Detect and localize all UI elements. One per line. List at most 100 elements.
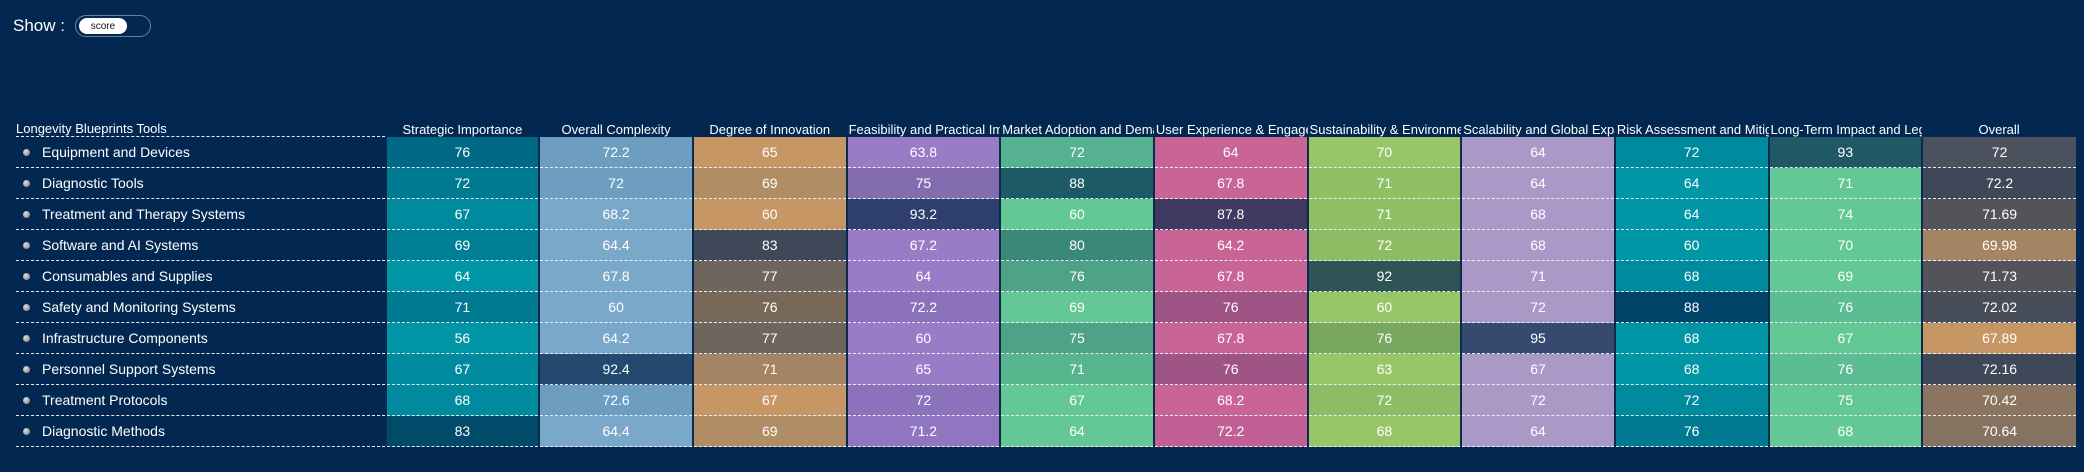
column-header[interactable]: Feasibility and Practical Implementation xyxy=(848,121,1001,137)
score-cell: 75 xyxy=(845,167,1001,199)
score-cell: 72.16 xyxy=(1921,353,2076,385)
table-row: Safety and Monitoring Systems 71 60 76 72.2 6… xyxy=(16,291,2076,323)
score-cell: 93.2 xyxy=(845,198,1001,230)
column-header[interactable]: Strategic Importance xyxy=(402,121,523,137)
score-cell: 92 xyxy=(1306,260,1462,292)
score-cell: 67.8 xyxy=(1152,322,1308,354)
score-cell: 71 xyxy=(1306,198,1462,230)
score-cell: 72 xyxy=(1613,136,1769,168)
score-cell: 72.2 xyxy=(1921,167,2076,199)
show-label: Show : xyxy=(13,16,65,35)
column-header[interactable]: Market Adoption and Demand xyxy=(1002,121,1154,137)
score-cell: 72 xyxy=(538,167,693,199)
score-cell: 68 xyxy=(1460,198,1615,230)
score-cell: 60 xyxy=(691,198,847,230)
column-header[interactable]: Degree of Innovation xyxy=(709,121,831,137)
column-header[interactable]: Scalability and Global Expansion xyxy=(1463,121,1615,137)
score-cell: 70 xyxy=(1306,136,1462,168)
score-cell: 68 xyxy=(1613,260,1769,292)
bullet-icon xyxy=(23,428,30,436)
score-cell: 69 xyxy=(999,291,1154,323)
table-row: Diagnostic Tools 72 72 69 75 88 67.8 71 64 64 71 72… xyxy=(16,167,2076,199)
score-cell: 68 xyxy=(1306,415,1462,447)
score-cell: 64 xyxy=(1460,136,1615,168)
score-cell: 71 xyxy=(384,291,540,323)
score-cell: 68.2 xyxy=(538,198,693,230)
score-cell: 67.89 xyxy=(1921,322,2076,354)
score-cell: 76 xyxy=(1306,322,1462,354)
score-cell: 72 xyxy=(1306,229,1462,261)
row-label-cell: Equipment and Devices xyxy=(16,136,386,168)
score-cell: 71.2 xyxy=(845,415,1001,447)
score-cell: 69 xyxy=(691,415,847,447)
score-cell: 64 xyxy=(1460,167,1615,199)
column-header[interactable]: Sustainability & Environmental Impact xyxy=(1309,121,1462,137)
column-header[interactable]: Long-Term Impact and Legacy xyxy=(1770,121,1923,137)
score-cell: 71 xyxy=(1767,167,1923,199)
score-cell: 64 xyxy=(1613,198,1769,230)
score-cell: 75 xyxy=(1767,384,1923,416)
score-cell: 64.2 xyxy=(538,322,693,354)
score-cell: 72 xyxy=(1306,384,1462,416)
score-cell: 72.6 xyxy=(538,384,693,416)
column-header[interactable]: Overall Complexity xyxy=(561,121,671,137)
row-label: Treatment and Therapy Systems xyxy=(42,206,246,222)
score-cell: 68 xyxy=(1613,353,1769,385)
score-cell: 67 xyxy=(999,384,1154,416)
score-cell: 60 xyxy=(1306,291,1462,323)
show-toggle[interactable]: score xyxy=(74,15,151,37)
bullet-icon xyxy=(23,211,30,219)
score-cell: 72 xyxy=(1921,136,2076,168)
score-cell: 60 xyxy=(538,291,693,323)
score-cell: 60 xyxy=(999,198,1154,230)
score-cell: 76 xyxy=(1613,415,1769,447)
score-cell: 72.2 xyxy=(538,136,693,168)
score-cell: 68 xyxy=(1460,229,1615,261)
score-cell: 72 xyxy=(1460,384,1615,416)
score-cell: 71 xyxy=(1460,260,1615,292)
score-cell: 63.8 xyxy=(845,136,1001,168)
score-cell: 76 xyxy=(1767,353,1923,385)
column-header[interactable]: User Experience & Engagement xyxy=(1155,121,1308,137)
score-cell: 64.4 xyxy=(538,229,693,261)
toggle-knob[interactable]: score xyxy=(78,18,127,34)
score-cell: 67 xyxy=(384,198,540,230)
score-cell: 70 xyxy=(1767,229,1923,261)
score-cell: 64.4 xyxy=(538,415,693,447)
row-header: Longevity Blueprints Tools xyxy=(16,116,386,137)
score-cell: 63 xyxy=(1306,353,1462,385)
score-cell: 74 xyxy=(1767,198,1923,230)
row-label-cell: Infrastructure Components xyxy=(16,322,386,354)
column-header[interactable]: Risk Assessment and Mitigation xyxy=(1616,121,1769,137)
bullet-icon xyxy=(23,149,30,157)
score-cell: 71.73 xyxy=(1921,260,2076,292)
score-cell: 70.42 xyxy=(1921,384,2076,416)
score-cell: 77 xyxy=(691,260,847,292)
score-cell: 67.2 xyxy=(845,229,1001,261)
score-cell: 65 xyxy=(691,136,847,168)
score-cell: 68.2 xyxy=(1152,384,1308,416)
score-cell: 71.69 xyxy=(1921,198,2076,230)
table-row: Treatment and Therapy Systems 67 68.2 60 93.… xyxy=(16,198,2076,230)
bullet-icon xyxy=(23,242,30,250)
score-cell: 72.2 xyxy=(1152,415,1308,447)
bullet-icon xyxy=(23,397,30,405)
score-cell: 64 xyxy=(1460,415,1615,447)
table-row: Diagnostic Methods 83 64.4 69 71.2 64 72.2 68 64… xyxy=(16,415,2076,447)
score-cell: 72 xyxy=(1460,291,1615,323)
score-cell: 75 xyxy=(999,322,1154,354)
score-cell: 68 xyxy=(1613,322,1769,354)
table-row: Personnel Support Systems 67 92.4 71 65 71 76 6… xyxy=(16,353,2076,385)
row-label: Infrastructure Components xyxy=(42,330,208,346)
score-cell: 83 xyxy=(384,415,540,447)
score-cell: 95 xyxy=(1460,322,1615,354)
score-cell: 76 xyxy=(1767,291,1923,323)
table-row: Treatment Protocols 68 72.6 67 72 67 68.2 72 72 7… xyxy=(16,384,2076,416)
score-cell: 77 xyxy=(691,322,847,354)
score-cell: 67 xyxy=(1460,353,1615,385)
row-label-cell: Diagnostic Tools xyxy=(16,167,386,199)
score-cell: 64 xyxy=(1613,167,1769,199)
score-cell: 64 xyxy=(845,260,1001,292)
score-cell: 68 xyxy=(1767,415,1923,447)
column-header[interactable]: Overall xyxy=(1978,121,2020,137)
